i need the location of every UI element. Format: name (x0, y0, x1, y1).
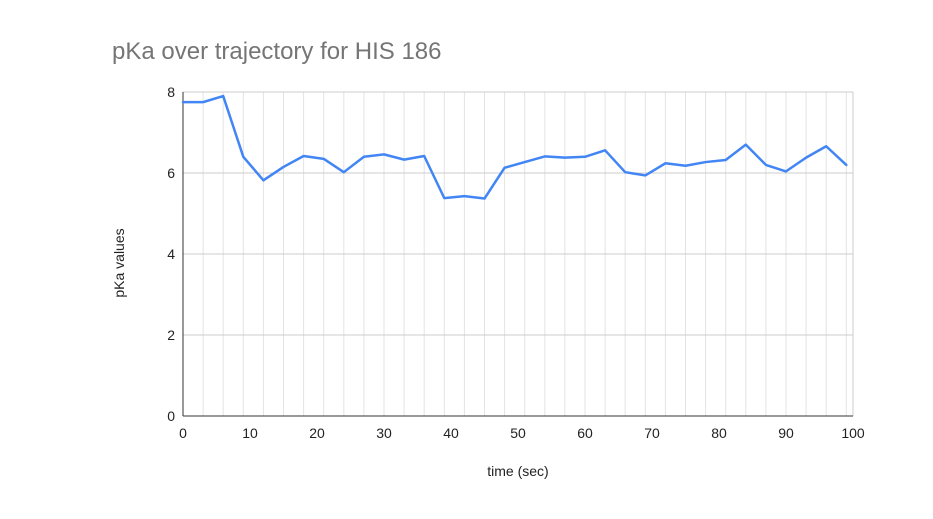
x-tick-label: 100 (841, 425, 865, 441)
x-tick-label: 70 (644, 425, 660, 441)
y-tick-label: 6 (167, 165, 175, 181)
y-tick-label: 2 (167, 327, 175, 343)
grid (183, 91, 854, 416)
y-tick-label: 8 (167, 84, 175, 100)
x-axis-label: time (sec) (487, 463, 548, 479)
x-tick-label: 30 (376, 425, 392, 441)
y-tick-label: 0 (167, 408, 175, 424)
x-tick-label: 60 (577, 425, 593, 441)
y-tick-label: 4 (167, 246, 175, 262)
x-tick-label: 90 (778, 425, 794, 441)
x-tick-label: 10 (242, 425, 258, 441)
y-axis-label: pKa values (111, 228, 127, 297)
x-tick-label: 0 (179, 425, 187, 441)
labels: time (sec) pKa values (111, 228, 549, 479)
x-tick-label: 40 (443, 425, 459, 441)
chart-title: pKa over trajectory for HIS 186 (112, 38, 442, 65)
x-tick-label: 50 (510, 425, 526, 441)
x-tick-label: 20 (309, 425, 325, 441)
series-line (181, 94, 848, 200)
series-layer (181, 94, 848, 200)
x-tick-label: 80 (711, 425, 727, 441)
